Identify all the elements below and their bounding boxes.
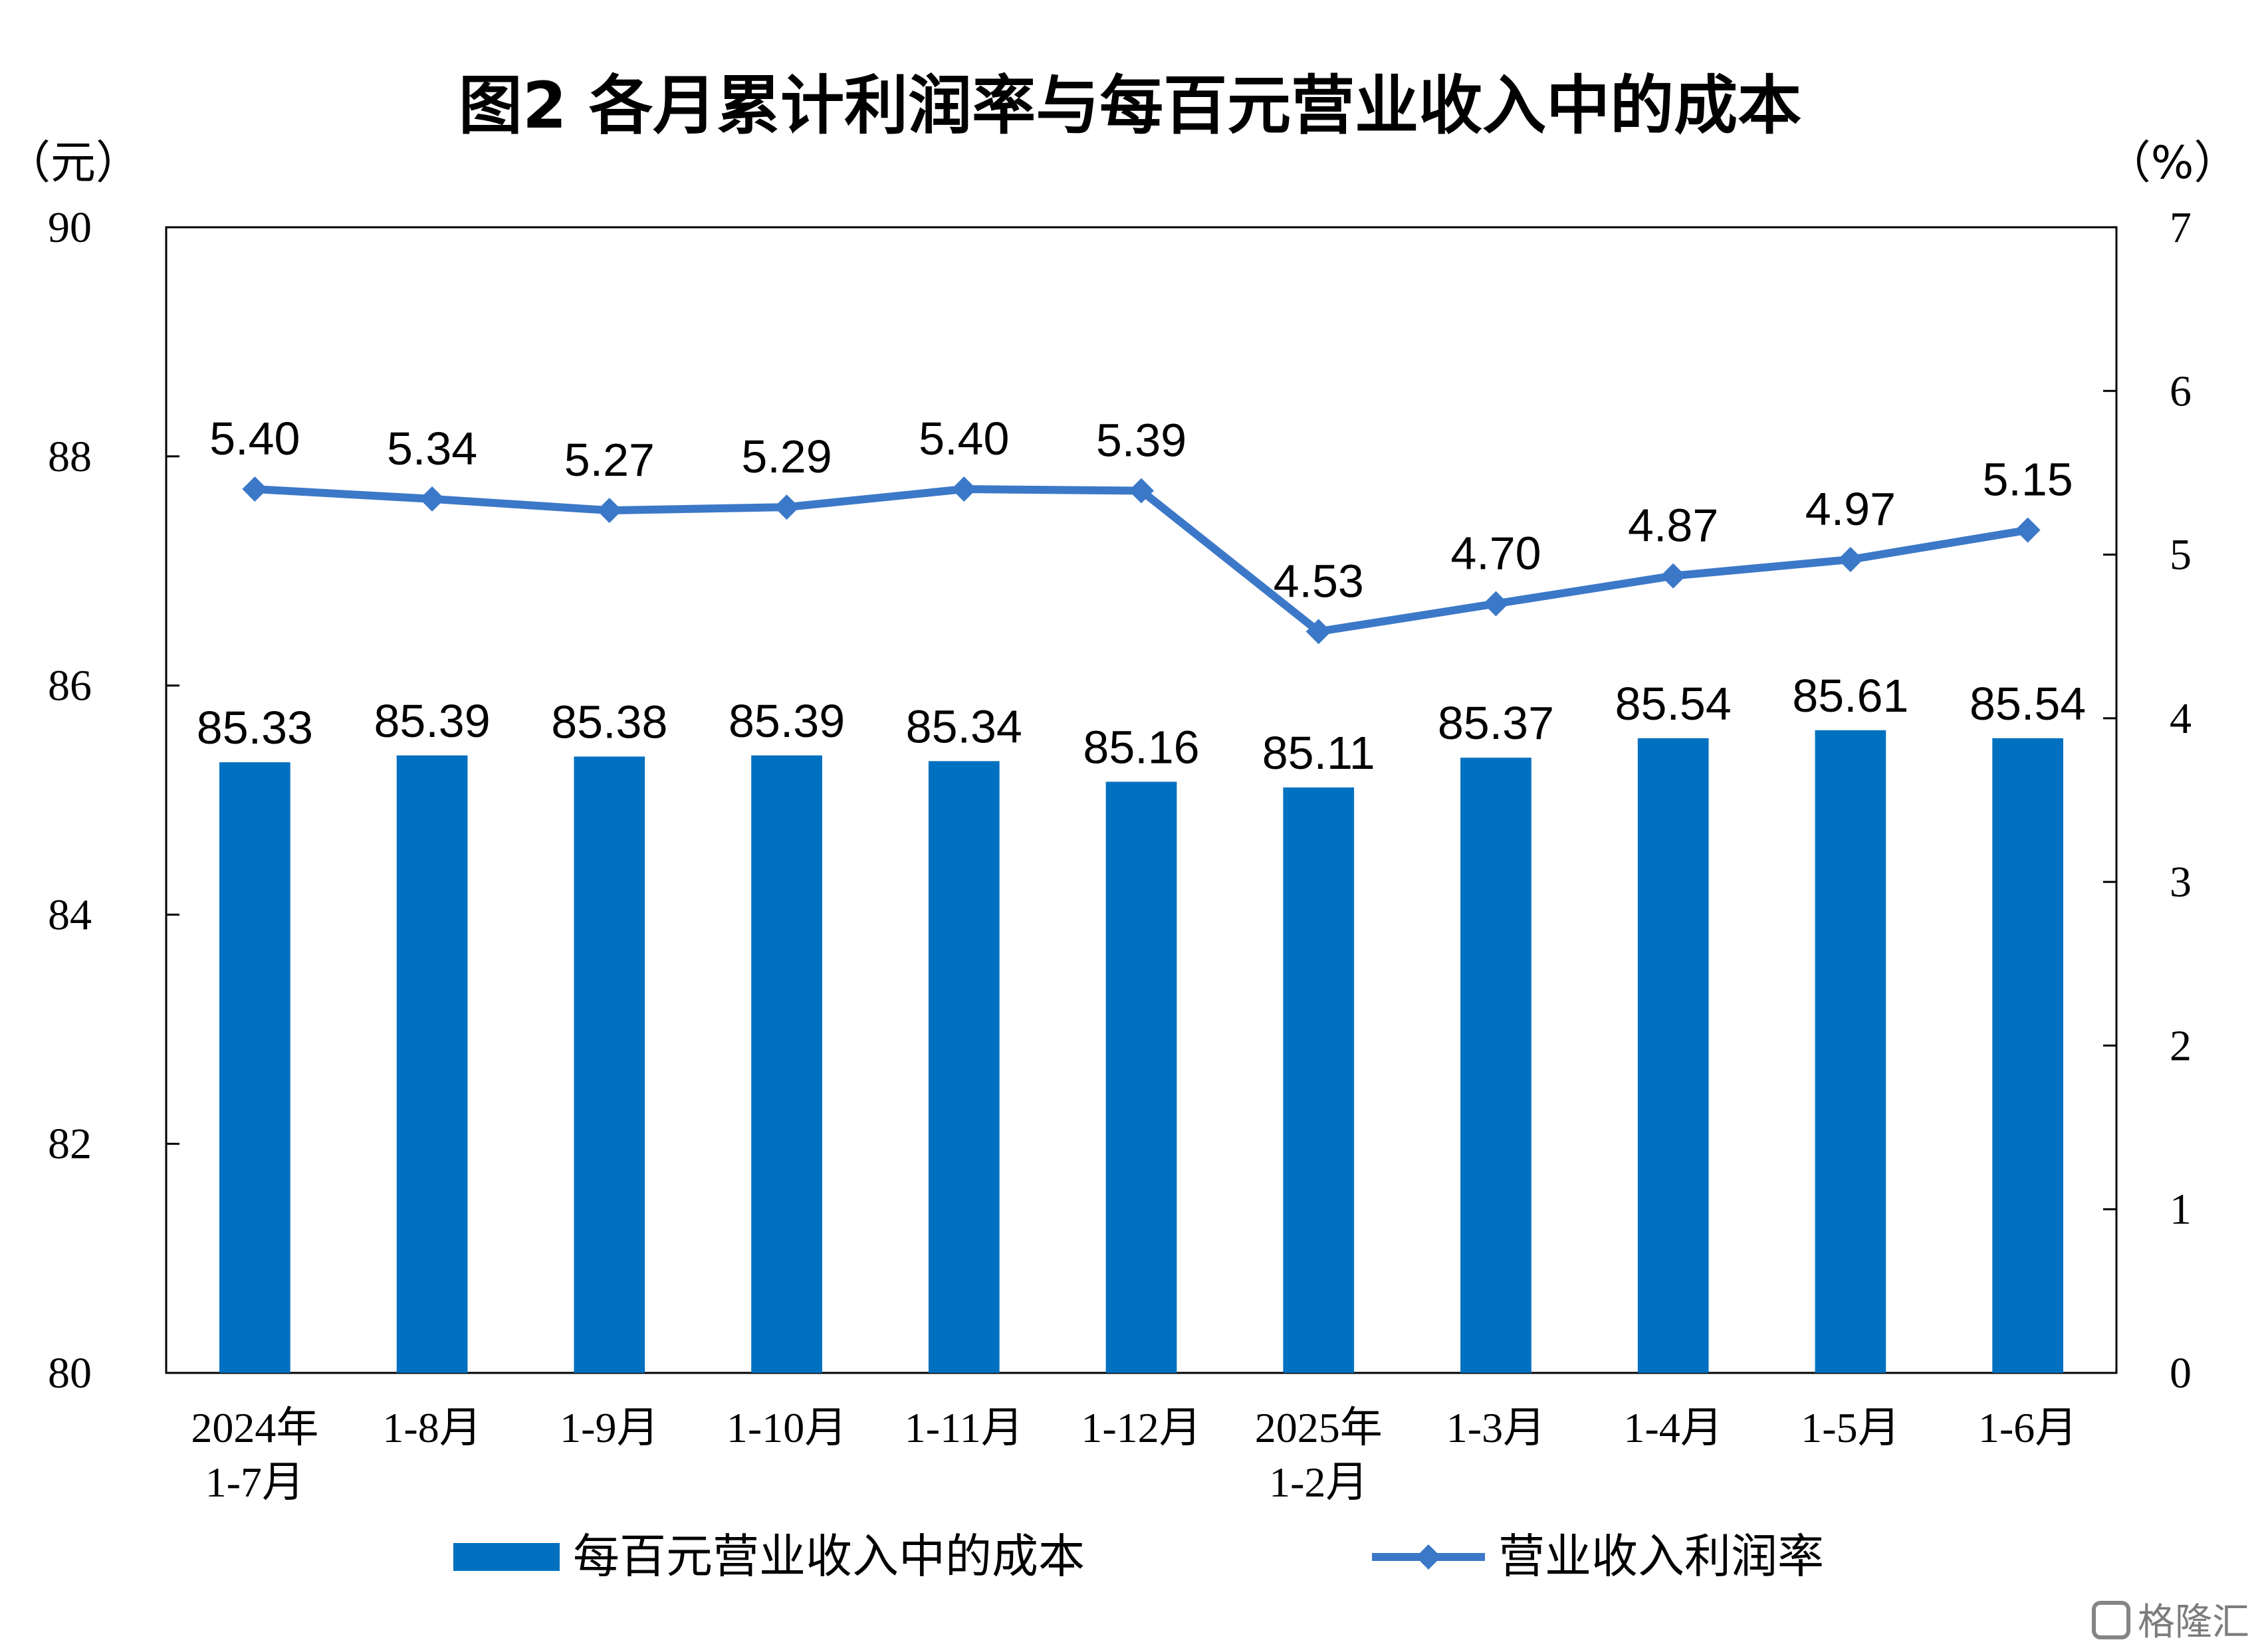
x-tick-label: 1-11月	[905, 1404, 1024, 1451]
legend: 每百元营业收入中的成本 营业收入利润率	[453, 1529, 1824, 1584]
line-marker	[242, 476, 268, 502]
bar-value-label: 85.37	[1438, 697, 1554, 749]
right-axis: 0 1 2 3 4 5 6 7	[2103, 203, 2192, 1397]
right-tick-label: 1	[2170, 1186, 2192, 1234]
line-value-label: 5.40	[209, 413, 300, 465]
watermark: 格隆汇	[2092, 1601, 2249, 1644]
line-marker	[1483, 591, 1509, 617]
bar	[396, 755, 468, 1373]
bar	[1460, 758, 1531, 1373]
line-value-label: 5.15	[1983, 454, 2073, 506]
right-tick-label: 0	[2170, 1349, 2192, 1397]
right-tick-label: 4	[2170, 694, 2192, 743]
left-axis: 80 82 84 86 88 90	[48, 203, 179, 1397]
bar	[1105, 781, 1177, 1373]
left-axis-unit: （元）	[5, 137, 141, 189]
chart-title: 图2 各月累计利润率与每百元营业收入中的成本	[459, 68, 1801, 143]
x-tick-label: 2025年	[1255, 1404, 1383, 1451]
right-axis-unit: （%）	[2106, 137, 2239, 189]
bar-series: 85.33 85.39 85.38 85.39 85.34 85.16 85.11 85.37…	[197, 670, 2086, 1373]
x-tick-label: 1-8月	[382, 1404, 481, 1451]
bar	[928, 761, 1000, 1373]
line-marker	[596, 498, 622, 524]
x-tick-label: 1-4月	[1624, 1404, 1723, 1451]
line-marker	[1837, 546, 1863, 572]
line-value-label: 4.53	[1274, 555, 1364, 607]
line-value-label: 5.39	[1096, 415, 1187, 466]
line-value-label: 4.97	[1805, 483, 1896, 535]
line-marker	[951, 476, 977, 502]
bar	[1283, 787, 1355, 1373]
line-marker	[2015, 517, 2041, 543]
x-tick-label: 1-9月	[560, 1404, 659, 1451]
left-tick-label: 88	[48, 433, 92, 481]
left-tick-label: 84	[48, 890, 92, 939]
x-tick-label: 2024年	[191, 1404, 318, 1451]
line-marker	[419, 486, 445, 512]
bar-value-label: 85.33	[197, 702, 313, 754]
bar-value-label: 85.61	[1792, 670, 1908, 722]
legend-bar-swatch	[453, 1543, 560, 1571]
right-tick-label: 5	[2170, 531, 2192, 579]
line-marker	[1129, 478, 1154, 504]
left-tick-label: 82	[48, 1120, 92, 1168]
x-tick-label: 1-2月	[1269, 1459, 1368, 1506]
x-tick-label: 1-7月	[205, 1459, 304, 1506]
line-value-label: 4.87	[1628, 500, 1718, 552]
line-value-label: 5.27	[564, 434, 655, 486]
x-tick-label: 1-6月	[1978, 1404, 2077, 1451]
bar-value-label: 85.38	[551, 696, 667, 748]
legend-line-marker	[1416, 1544, 1441, 1570]
bar-value-label: 85.54	[1970, 678, 2086, 730]
x-tick-label: 1-12月	[1081, 1404, 1201, 1451]
line-marker	[1660, 563, 1686, 589]
bar	[1992, 738, 2063, 1373]
right-tick-label: 3	[2170, 858, 2192, 906]
bar	[219, 762, 290, 1373]
right-tick-label: 2	[2170, 1021, 2192, 1070]
left-tick-label: 90	[48, 203, 92, 252]
line-series: 5.40 5.34 5.27 5.29 5.40 5.39 4.53 4.70 4.87 4.97…	[209, 413, 2073, 645]
line-value-label: 5.40	[919, 413, 1009, 465]
bar-value-label: 85.39	[729, 695, 845, 747]
bar-value-label: 85.54	[1615, 678, 1732, 730]
x-tick-label: 1-5月	[1801, 1404, 1900, 1451]
line-value-label: 5.29	[741, 431, 832, 482]
legend-line-label: 营业收入利润率	[1498, 1529, 1824, 1584]
x-axis-labels: 2024年 1-7月 1-8月 1-9月 1-10月 1-11月 1-12月 2025年 1-2…	[191, 1404, 2077, 1506]
bar-value-label: 85.39	[374, 695, 491, 747]
line-value-label: 4.70	[1450, 527, 1541, 579]
bar-value-label: 85.11	[1262, 727, 1375, 779]
legend-bar-label: 每百元营业收入中的成本	[573, 1529, 1085, 1584]
watermark-logo-icon	[2092, 1601, 2130, 1639]
line-marker	[1305, 619, 1331, 645]
x-tick-label: 1-10月	[727, 1404, 847, 1451]
bar	[751, 755, 822, 1373]
line-path	[255, 485, 2029, 636]
bar-value-label: 85.34	[906, 700, 1022, 752]
watermark-text: 格隆汇	[2138, 1601, 2249, 1644]
bar	[574, 756, 645, 1373]
right-tick-label: 7	[2170, 203, 2192, 252]
left-tick-label: 86	[48, 662, 92, 710]
left-tick-label: 80	[48, 1349, 92, 1397]
bar	[1637, 738, 1709, 1373]
x-tick-label: 1-3月	[1446, 1404, 1545, 1451]
line-marker	[774, 494, 800, 520]
bar	[1815, 730, 1886, 1373]
line-value-label: 5.34	[387, 423, 477, 474]
right-tick-label: 6	[2170, 367, 2192, 415]
bar-value-label: 85.16	[1083, 721, 1199, 773]
